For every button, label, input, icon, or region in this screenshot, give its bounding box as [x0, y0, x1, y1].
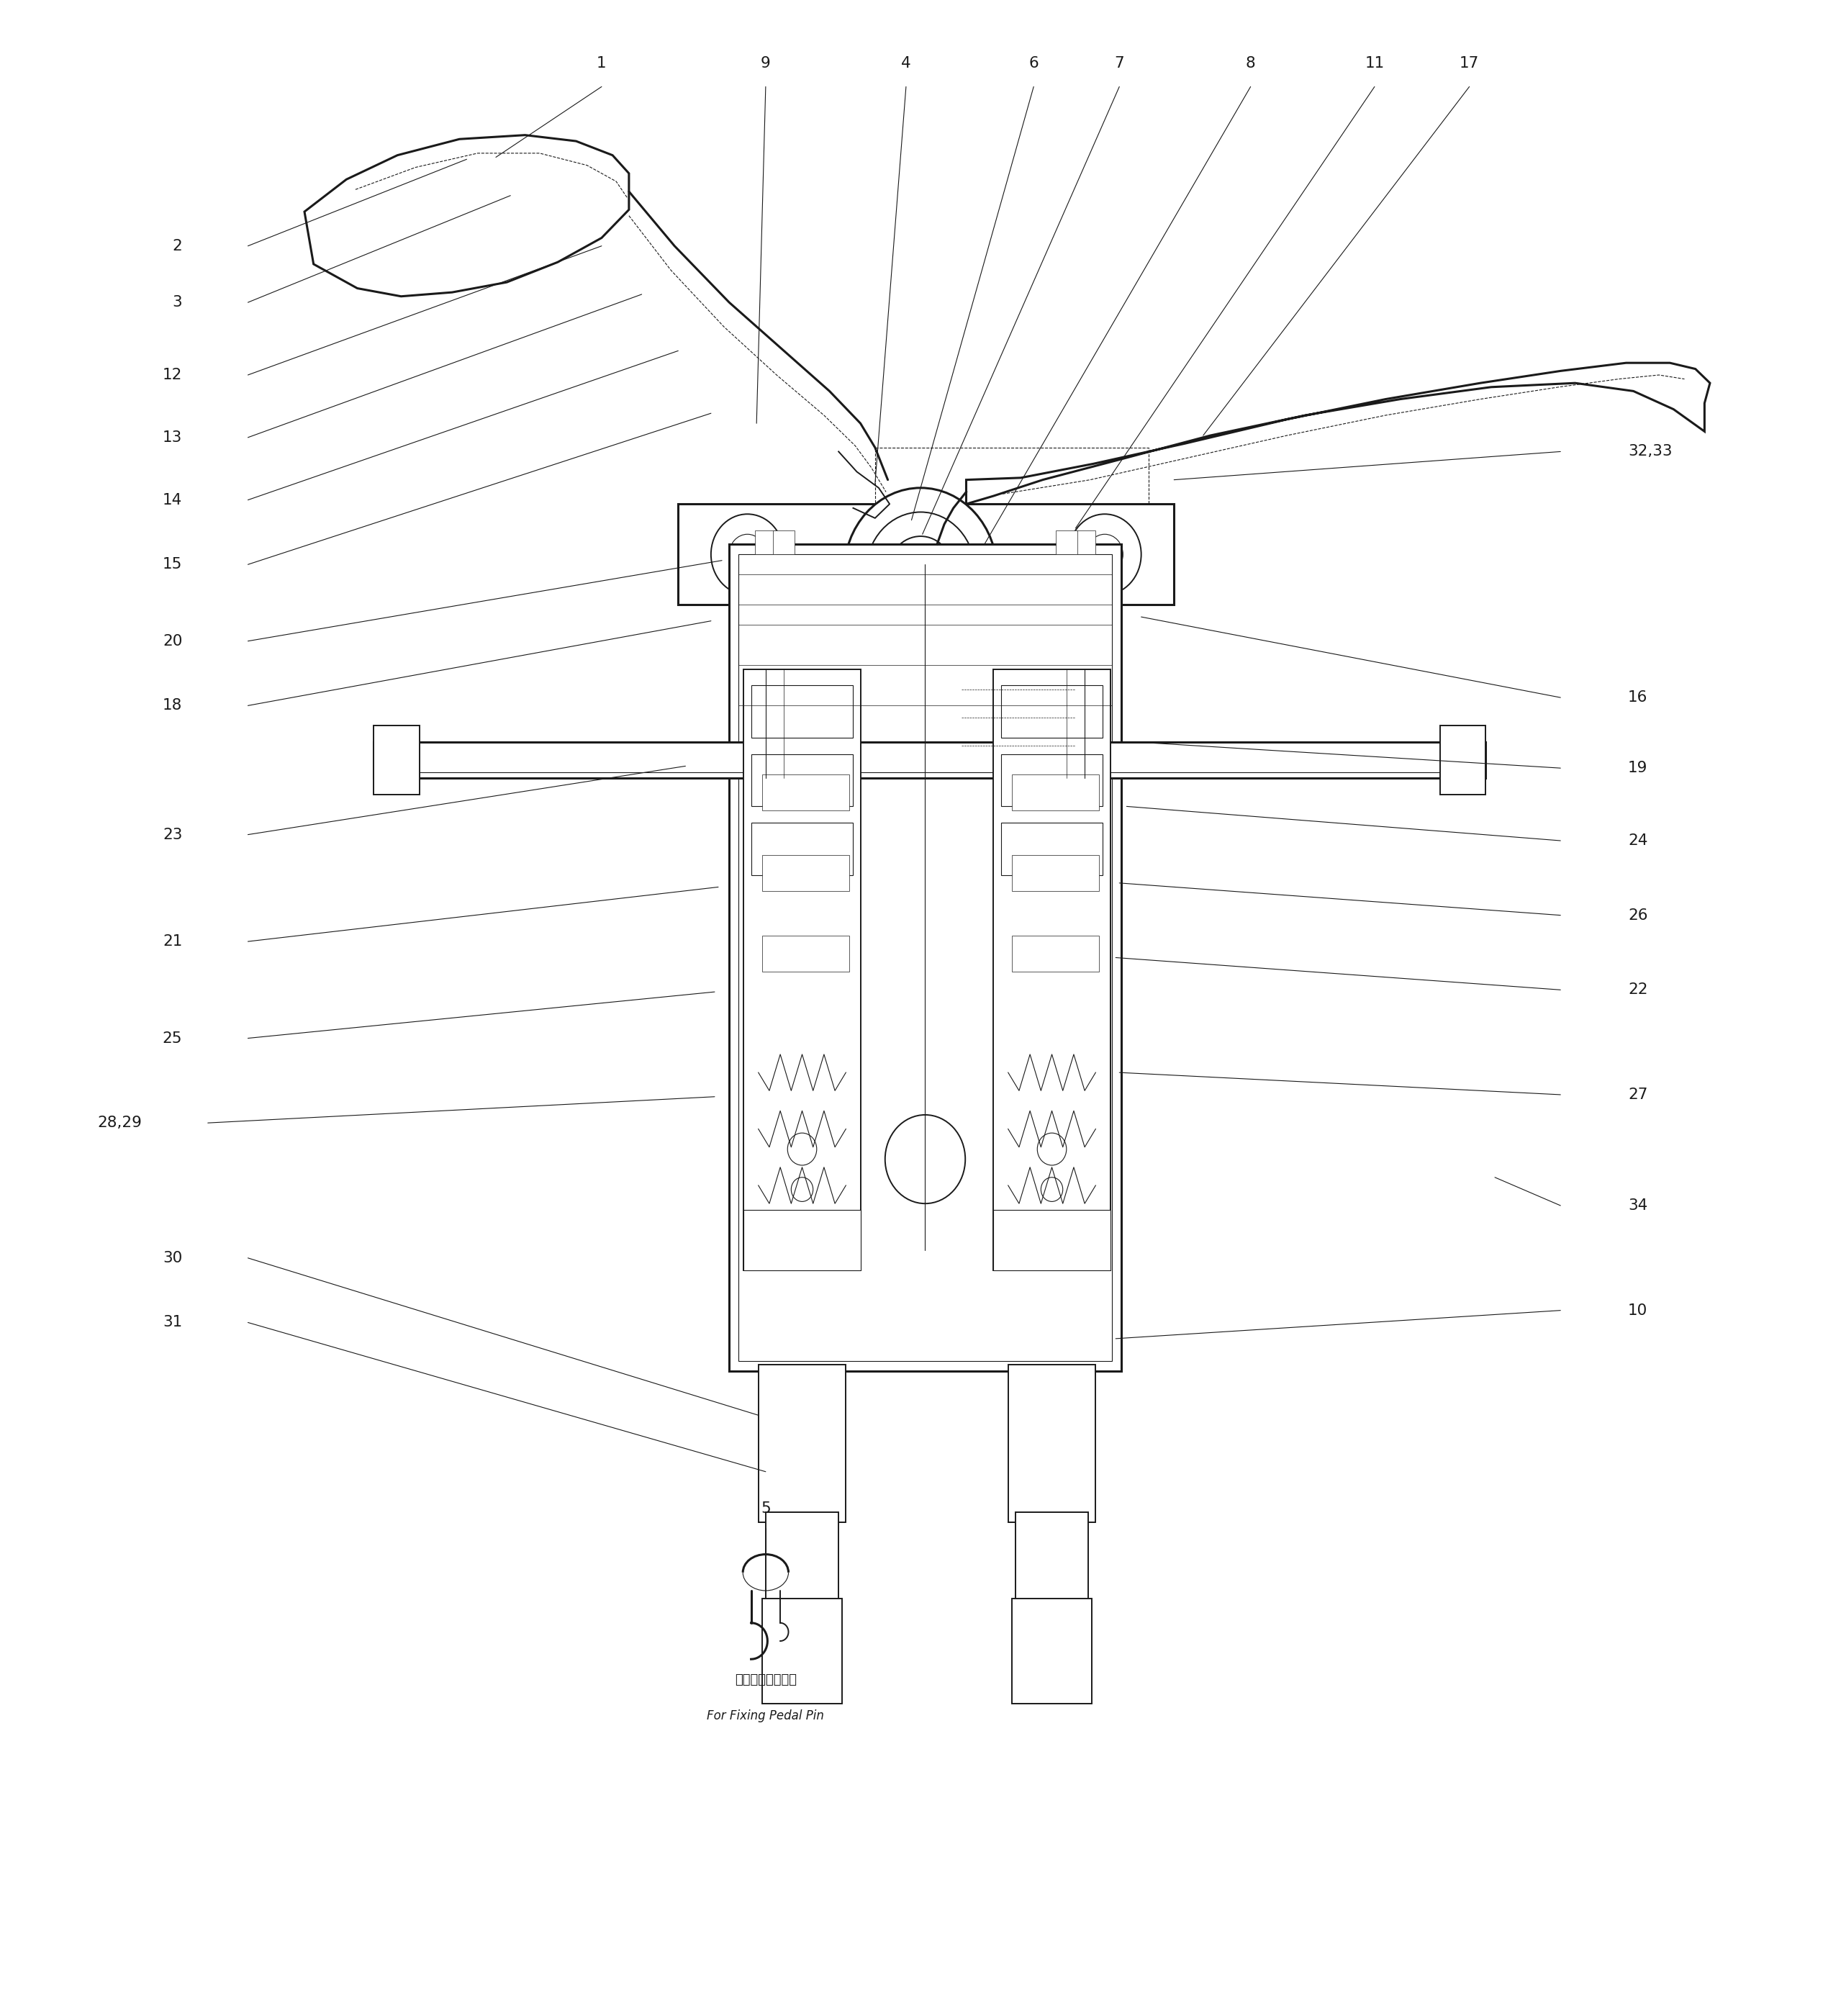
Circle shape: [788, 1133, 817, 1165]
Circle shape: [1087, 534, 1123, 575]
Bar: [762, 935, 850, 972]
Text: 9: 9: [760, 56, 771, 71]
Bar: [994, 669, 1110, 1270]
Circle shape: [1096, 544, 1114, 564]
Bar: [1012, 855, 1099, 891]
Text: 21: 21: [162, 933, 182, 950]
Bar: [766, 1512, 839, 1603]
Circle shape: [935, 589, 986, 645]
Bar: [744, 1210, 860, 1270]
Text: 10: 10: [1628, 1302, 1648, 1318]
Circle shape: [791, 1177, 813, 1202]
Text: 2: 2: [173, 238, 182, 254]
Bar: [755, 530, 777, 554]
Bar: [1440, 726, 1486, 794]
Text: 16: 16: [1628, 689, 1648, 706]
Text: 3: 3: [173, 294, 182, 310]
Bar: [758, 1365, 846, 1522]
Bar: [374, 726, 419, 794]
Text: 18: 18: [162, 698, 182, 714]
Bar: [1012, 1599, 1092, 1704]
Text: 25: 25: [162, 1030, 182, 1046]
Text: 14: 14: [162, 492, 182, 508]
Circle shape: [1041, 1177, 1063, 1202]
Text: 6: 6: [1028, 56, 1039, 71]
Bar: [762, 855, 850, 891]
Circle shape: [738, 544, 757, 564]
Text: 12: 12: [162, 367, 182, 383]
Text: For Fixing Pedal Pin: For Fixing Pedal Pin: [707, 1710, 824, 1722]
Text: 26: 26: [1628, 907, 1648, 923]
Text: 23: 23: [162, 827, 182, 843]
Text: 32,33: 32,33: [1628, 444, 1672, 460]
Bar: [1001, 823, 1103, 875]
Text: 28,29: 28,29: [98, 1115, 142, 1131]
Circle shape: [1068, 514, 1141, 595]
Text: 22: 22: [1628, 982, 1648, 998]
Circle shape: [711, 514, 784, 595]
Bar: [1012, 935, 1099, 972]
Circle shape: [866, 512, 975, 633]
Circle shape: [888, 536, 953, 609]
Circle shape: [904, 554, 937, 591]
Text: 1: 1: [596, 56, 607, 71]
Bar: [1015, 1512, 1088, 1603]
Circle shape: [864, 601, 922, 665]
Text: 5: 5: [760, 1502, 771, 1516]
Text: 19: 19: [1628, 760, 1648, 776]
Text: 24: 24: [1628, 833, 1648, 849]
Bar: [1001, 754, 1103, 806]
Bar: [1001, 685, 1103, 738]
Bar: [744, 669, 860, 1270]
Circle shape: [844, 488, 997, 657]
Bar: [762, 1599, 842, 1704]
Text: 4: 4: [901, 56, 912, 71]
Bar: [374, 742, 1486, 778]
Bar: [773, 530, 795, 554]
Text: 15: 15: [162, 556, 182, 573]
Bar: [1008, 1365, 1096, 1522]
Circle shape: [729, 534, 766, 575]
Polygon shape: [304, 135, 629, 296]
Text: ペダルピン固定用: ペダルピン固定用: [735, 1673, 797, 1685]
Polygon shape: [966, 363, 1710, 504]
Text: 7: 7: [1114, 56, 1125, 71]
Bar: [678, 504, 1174, 605]
Text: 11: 11: [1365, 56, 1384, 71]
Text: 17: 17: [1460, 56, 1478, 71]
Bar: [729, 544, 1121, 1371]
Bar: [1074, 530, 1096, 554]
Text: 20: 20: [162, 633, 182, 649]
Bar: [751, 823, 853, 875]
Text: 30: 30: [162, 1250, 182, 1266]
Text: 27: 27: [1628, 1087, 1648, 1103]
Bar: [1012, 774, 1099, 810]
Bar: [762, 774, 850, 810]
Circle shape: [1037, 1133, 1066, 1165]
Text: 31: 31: [162, 1314, 182, 1331]
Bar: [994, 1210, 1110, 1270]
Circle shape: [886, 1115, 966, 1204]
Bar: [1056, 530, 1077, 554]
Text: 8: 8: [1245, 56, 1256, 71]
Circle shape: [879, 617, 908, 649]
Bar: [751, 754, 853, 806]
Text: 34: 34: [1628, 1198, 1648, 1214]
Bar: [738, 554, 1112, 1361]
Text: 13: 13: [162, 429, 182, 446]
Bar: [751, 685, 853, 738]
Circle shape: [913, 564, 1008, 669]
